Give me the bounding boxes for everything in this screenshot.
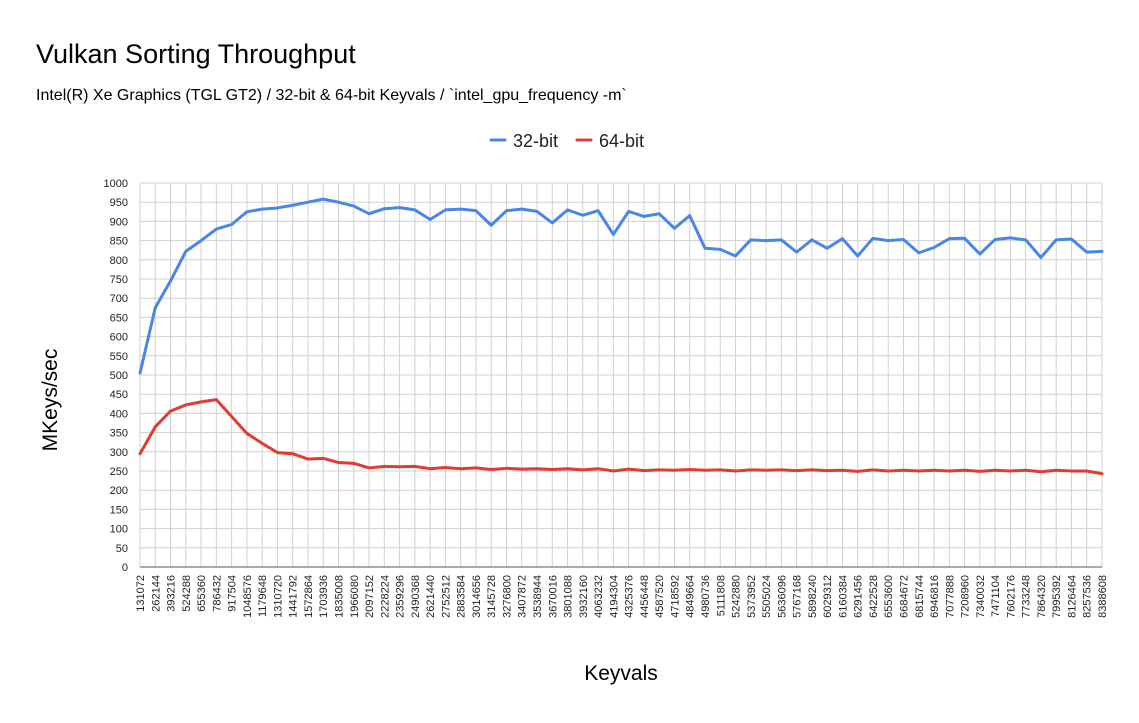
x-tick-label: 7602176 — [1005, 575, 1017, 618]
x-tick-label: 8126464 — [1066, 575, 1078, 618]
y-tick-label: 300 — [110, 447, 128, 459]
x-tick-label: 7340032 — [975, 575, 987, 618]
x-tick-label: 6553600 — [883, 575, 895, 618]
x-tick-label: 5242880 — [731, 575, 743, 618]
series-lines — [138, 197, 1104, 476]
x-tick-label: 3145728 — [486, 575, 498, 618]
x-tick-label: 393216 — [166, 575, 178, 612]
x-tick-label: 3276800 — [501, 575, 513, 618]
y-tick-label: 900 — [110, 216, 128, 228]
x-tick-label: 6684672 — [898, 575, 910, 618]
x-tick-label: 5898240 — [807, 575, 819, 618]
y-tick-label: 100 — [110, 524, 128, 536]
x-tick-label: 2228224 — [379, 575, 391, 618]
x-tick-label: 2490368 — [410, 575, 422, 618]
x-tick-label: 655360 — [196, 575, 208, 612]
y-tick-label: 800 — [110, 255, 128, 267]
x-tick-label: 3801088 — [563, 575, 575, 618]
x-tick-label: 7733248 — [1021, 575, 1033, 618]
x-tick-label: 4849664 — [685, 575, 697, 618]
x-tick-label: 6946816 — [929, 575, 941, 618]
x-tick-label: 524288 — [181, 575, 193, 612]
y-tick-label: 200 — [110, 485, 128, 497]
x-tick-label: 786432 — [211, 575, 223, 612]
x-tick-label: 5505024 — [761, 575, 773, 618]
y-tick-label: 950 — [110, 197, 128, 209]
x-tick-label: 262144 — [150, 575, 162, 612]
y-tick-label: 350 — [110, 428, 128, 440]
y-tick-label: 50 — [116, 543, 128, 555]
x-tick-label: 5373952 — [746, 575, 758, 618]
series-line-64-bit — [138, 398, 1104, 476]
x-tick-label: 1310720 — [272, 575, 284, 618]
x-tick-label: 2621440 — [425, 575, 437, 618]
y-tick-label: 500 — [110, 370, 128, 382]
x-tick-label: 6029312 — [822, 575, 834, 618]
x-tick-label: 1835008 — [334, 575, 346, 618]
y-tick-label: 250 — [110, 466, 128, 478]
x-tick-label: 1048576 — [242, 575, 254, 618]
y-tick-label: 150 — [110, 504, 128, 516]
x-tick-label: 2359296 — [395, 575, 407, 618]
x-tick-label: 1179648 — [257, 575, 269, 617]
x-tick-label: 6291456 — [853, 575, 865, 618]
y-tick-label: 400 — [110, 408, 128, 420]
y-axis-ticks: 0 50 100 150 200 250 300 350 400 450 500 550 600 650 7… — [104, 178, 128, 574]
series-line-32-bit — [138, 197, 1104, 375]
x-tick-label: 917504 — [227, 575, 239, 612]
x-tick-label: 5111808 — [715, 575, 727, 616]
x-tick-label: 3932160 — [578, 575, 590, 618]
x-tick-label: 4980736 — [700, 575, 712, 618]
x-tick-label: 1441792 — [288, 575, 300, 618]
x-tick-label: 4587520 — [654, 575, 666, 618]
legend: 32-bit 64-bit — [489, 131, 644, 151]
x-tick-label: 5636096 — [776, 575, 788, 618]
y-tick-label: 650 — [110, 312, 128, 324]
x-tick-label: 4456448 — [639, 575, 651, 618]
x-tick-label: 1572864 — [303, 575, 315, 618]
x-tick-label: 3407872 — [517, 575, 529, 618]
y-tick-label: 700 — [110, 293, 128, 305]
x-tick-label: 6160384 — [837, 575, 849, 618]
x-tick-label: 7208960 — [960, 575, 972, 618]
y-axis-label: MKeys/sec — [39, 349, 62, 452]
x-tick-label: 1703936 — [318, 575, 330, 618]
legend-label: 32-bit — [513, 131, 558, 151]
x-tick-label: 6422528 — [868, 575, 880, 618]
y-tick-label: 450 — [110, 389, 128, 401]
x-tick-label: 4325376 — [624, 575, 636, 618]
legend-label: 64-bit — [599, 131, 644, 151]
x-axis-label: Keyvals — [584, 662, 658, 685]
y-tick-label: 600 — [110, 332, 128, 344]
x-tick-label: 2752512 — [440, 575, 452, 618]
grid-lines — [139, 182, 1103, 568]
x-axis-ticks: 131072 262144 393216 524288 655360 786432 9175… — [135, 575, 1109, 618]
x-tick-label: 7864320 — [1036, 575, 1048, 618]
chart-subtitle: Intel(R) Xe Graphics (TGL GT2) / 32-bit … — [36, 87, 627, 104]
x-tick-label: 4718592 — [669, 575, 681, 618]
y-tick-label: 0 — [122, 562, 128, 574]
x-tick-label: 6815744 — [914, 575, 926, 618]
x-tick-label: 8388608 — [1097, 575, 1109, 618]
y-tick-label: 850 — [110, 236, 128, 248]
x-tick-label: 5767168 — [792, 575, 804, 618]
x-tick-label: 2883584 — [456, 575, 468, 618]
chart-title: Vulkan Sorting Throughput — [36, 39, 356, 69]
x-tick-label: 8257536 — [1082, 575, 1094, 618]
x-tick-label: 4063232 — [593, 575, 605, 618]
x-tick-label: 4194304 — [608, 575, 620, 618]
x-tick-label: 7471104 — [990, 575, 1002, 617]
y-tick-label: 550 — [110, 351, 128, 363]
x-tick-label: 3670016 — [547, 575, 559, 618]
x-tick-label: 3538944 — [532, 575, 544, 618]
x-tick-label: 7077888 — [944, 575, 956, 618]
x-tick-label: 3014656 — [471, 575, 483, 618]
x-tick-label: 131072 — [135, 575, 147, 612]
x-tick-label: 7995392 — [1051, 575, 1063, 618]
y-tick-label: 750 — [110, 274, 128, 286]
y-tick-label: 1000 — [104, 178, 128, 190]
x-tick-label: 1966080 — [349, 575, 361, 618]
x-tick-label: 2097152 — [364, 575, 376, 618]
